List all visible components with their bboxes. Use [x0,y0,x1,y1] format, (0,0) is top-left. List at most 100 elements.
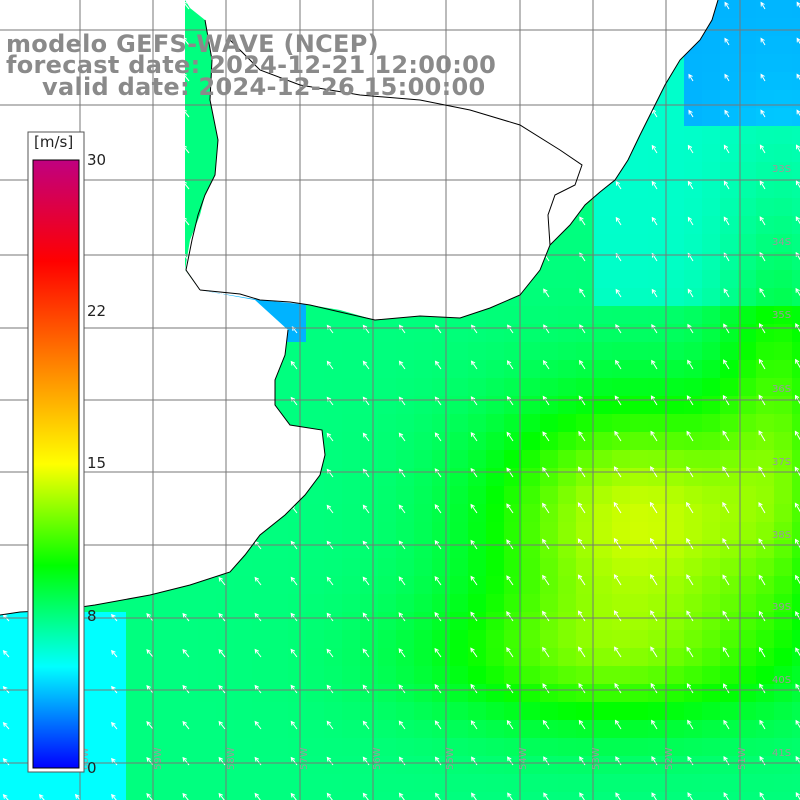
field-cell [738,90,757,109]
wind-arrow [578,683,586,694]
field-cell [666,288,685,307]
field-cell [468,522,487,541]
field-cell [342,558,361,577]
field-cell [468,414,487,433]
field-cell [738,486,757,505]
field-cell [648,288,667,307]
wind-arrow [796,73,800,81]
field-cell [630,774,649,793]
field-cell [414,720,433,739]
wind-arrow [723,144,730,154]
field-cell [630,630,649,649]
field-cell [756,198,775,217]
wind-arrow [613,501,622,514]
wind-arrow [434,647,442,658]
wind-arrow [796,37,800,45]
lon-label: 53W [591,747,602,770]
field-cell [324,684,343,703]
field-cell [666,198,685,217]
field-cell [702,792,721,800]
field-cell [486,396,505,415]
field-cell [774,432,793,451]
field-cell [774,324,793,343]
field-cell [720,18,739,37]
field-cell [774,414,793,433]
field-cell [414,360,433,379]
field-cell [666,324,685,343]
field-cell [792,630,800,649]
wind-arrow [615,216,622,226]
field-cell [774,252,793,271]
field-cell [270,648,289,667]
field-cell [738,792,757,800]
wind-arrow [218,720,226,730]
field-cell [288,558,307,577]
field-cell [648,306,667,325]
field-cell [306,684,325,703]
field-cell [558,468,577,487]
field-cell [540,504,559,523]
field-cell [450,324,469,343]
field-cell [738,720,757,739]
field-cell [360,630,379,649]
wind-arrow [651,216,658,226]
field-cell [90,648,109,667]
field-cell [738,342,757,361]
wind-arrow [470,467,478,478]
field-cell [612,378,631,397]
field-cell [720,738,739,757]
field-cell [198,144,217,163]
field-cell [288,324,307,343]
field-cell [648,738,667,757]
field-cell [270,702,289,721]
field-cell [774,594,793,613]
field-cell [396,468,415,487]
field-cell [486,648,505,667]
field-cell [612,540,631,559]
field-cell [756,504,775,523]
field-cell [324,720,343,739]
wind-arrow [182,720,190,730]
field-cell [774,270,793,289]
field-cell [126,720,145,739]
field-cell [486,756,505,775]
field-cell [756,684,775,703]
field-cell [558,306,577,325]
field-cell [270,594,289,613]
field-cell [396,414,415,433]
field-cell [756,774,775,793]
field-cell [450,576,469,595]
field-cell [126,630,145,649]
field-cell [324,738,343,757]
field-cell [594,576,613,595]
field-cell [504,792,523,800]
field-cell [126,648,145,667]
field-cell [576,702,595,721]
field-cell [594,306,613,325]
field-cell [324,702,343,721]
wind-arrow [577,538,586,550]
field-cell [774,288,793,307]
field-cell [486,738,505,757]
field-cell [504,522,523,541]
field-cell [648,162,667,181]
field-cell [198,756,217,775]
field-cell [288,306,307,325]
field-cell [198,702,217,721]
field-cell [702,702,721,721]
field-cell [0,756,19,775]
field-cell [270,612,289,631]
field-cell [72,792,91,800]
field-cell [792,738,800,757]
field-cell [378,504,397,523]
field-cell [324,378,343,397]
field-cell [666,666,685,685]
field-cell [504,306,523,325]
field-cell [540,612,559,631]
field-cell [738,270,757,289]
field-cell [630,612,649,631]
field-cell [432,630,451,649]
field-cell [396,324,415,343]
field-cell [342,432,361,451]
wind-arrow [506,395,514,406]
